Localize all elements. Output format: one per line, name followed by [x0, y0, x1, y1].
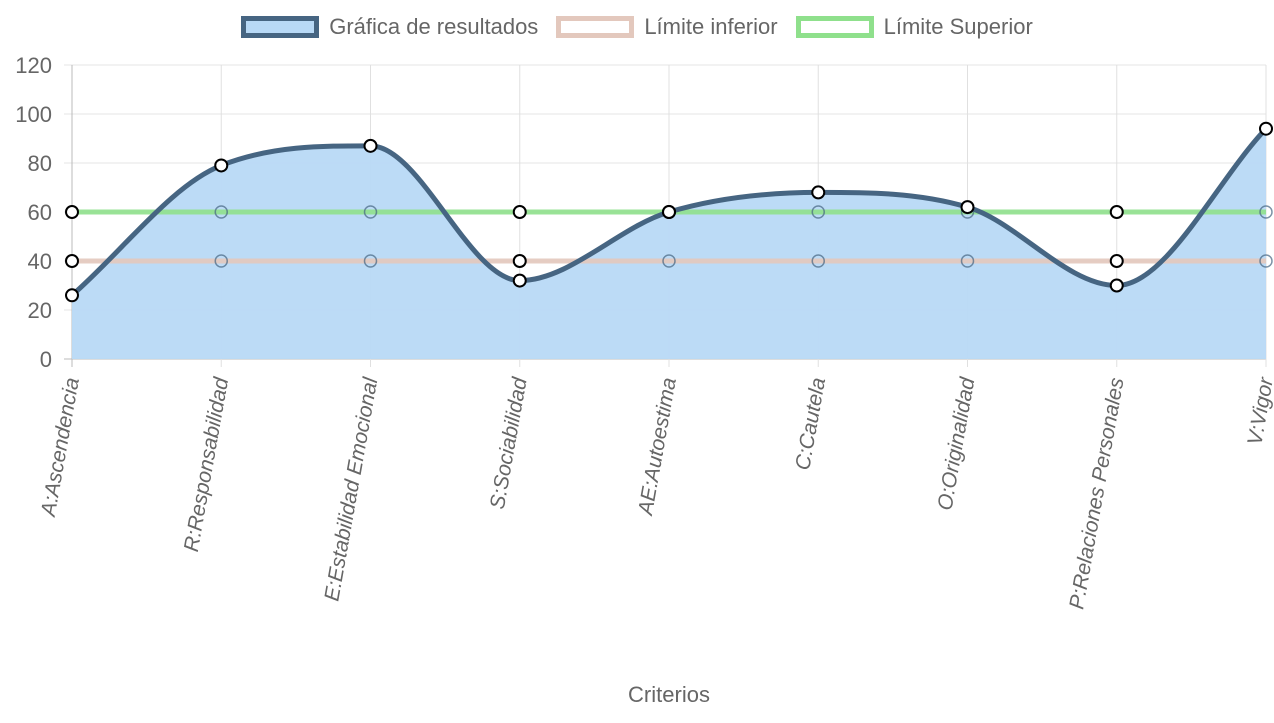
- data-point-limite-inferior: [1109, 254, 1124, 268]
- data-point-limite-inferior: [65, 254, 79, 268]
- x-tick-label: P:Relaciones Personales: [1065, 375, 1128, 611]
- data-point-grafica-de-resultados: [214, 158, 229, 173]
- y-tick-label: 60: [28, 200, 52, 225]
- y-tick-label: 120: [15, 53, 52, 78]
- y-tick-label: 100: [15, 102, 52, 127]
- series-area-grafica-de-resultados: [72, 128, 1266, 359]
- x-tick-label: O:Originalidad: [933, 375, 979, 512]
- x-tick-label: AE:Autoestima: [634, 376, 681, 519]
- data-point-limite-superior: [65, 205, 79, 219]
- data-point-grafica-de-resultados: [960, 200, 975, 215]
- legend-item-limite-inferior[interactable]: Límite inferior: [556, 14, 778, 40]
- x-tick-label: E:Estabilidad Emocional: [320, 375, 382, 603]
- data-point-limite-inferior: [512, 254, 527, 268]
- data-point-limite-inferior: [214, 254, 228, 268]
- legend-item-limite-superior[interactable]: Límite Superior: [795, 14, 1033, 40]
- y-tick-label: 80: [28, 151, 52, 176]
- data-point-grafica-de-resultados: [1259, 121, 1273, 136]
- legend-swatch: [795, 16, 874, 38]
- data-point-grafica-de-resultados: [662, 205, 676, 219]
- legend-label: Límite inferior: [644, 14, 778, 39]
- legend-swatch: [556, 16, 635, 38]
- y-tick-label: 0: [40, 347, 52, 372]
- data-point-grafica-de-resultados: [811, 185, 826, 200]
- data-point-limite-superior: [363, 205, 378, 219]
- data-point-grafica-de-resultados: [363, 138, 378, 153]
- legend-swatch: [241, 16, 320, 38]
- data-point-limite-superior: [1259, 205, 1273, 219]
- chart-legend: Gráfica de resultados Límite inferior Lími…: [0, 14, 1274, 40]
- y-tick-label: 40: [28, 249, 52, 274]
- x-tick-label: R:Responsabilidad: [180, 375, 233, 554]
- data-point-grafica-de-resultados: [512, 273, 527, 288]
- x-tick-label: S:Sociabilidad: [486, 375, 532, 511]
- data-point-limite-superior: [214, 205, 228, 219]
- data-point-limite-inferior: [1259, 254, 1273, 268]
- x-tick-label: A:Ascendencia: [37, 376, 84, 520]
- x-axis-title: Criterios: [628, 682, 710, 707]
- legend-label: Gráfica de resultados: [329, 14, 539, 39]
- data-point-limite-inferior: [662, 254, 676, 268]
- x-tick-label: C:Cautela: [791, 376, 830, 472]
- data-point-limite-superior: [1109, 205, 1124, 219]
- data-point-limite-superior: [512, 205, 527, 219]
- data-point-limite-superior: [811, 205, 825, 219]
- data-point-grafica-de-resultados: [1109, 278, 1124, 293]
- data-point-limite-inferior: [960, 254, 975, 268]
- x-tick-label: V:Vigor: [1243, 375, 1274, 447]
- legend-item-grafica-de-resultados[interactable]: Gráfica de resultados: [241, 14, 538, 40]
- y-tick-label: 20: [28, 298, 52, 323]
- data-point-grafica-de-resultados: [65, 288, 79, 303]
- legend-label: Límite Superior: [883, 14, 1033, 39]
- data-point-limite-inferior: [811, 254, 825, 268]
- data-point-limite-inferior: [363, 254, 378, 268]
